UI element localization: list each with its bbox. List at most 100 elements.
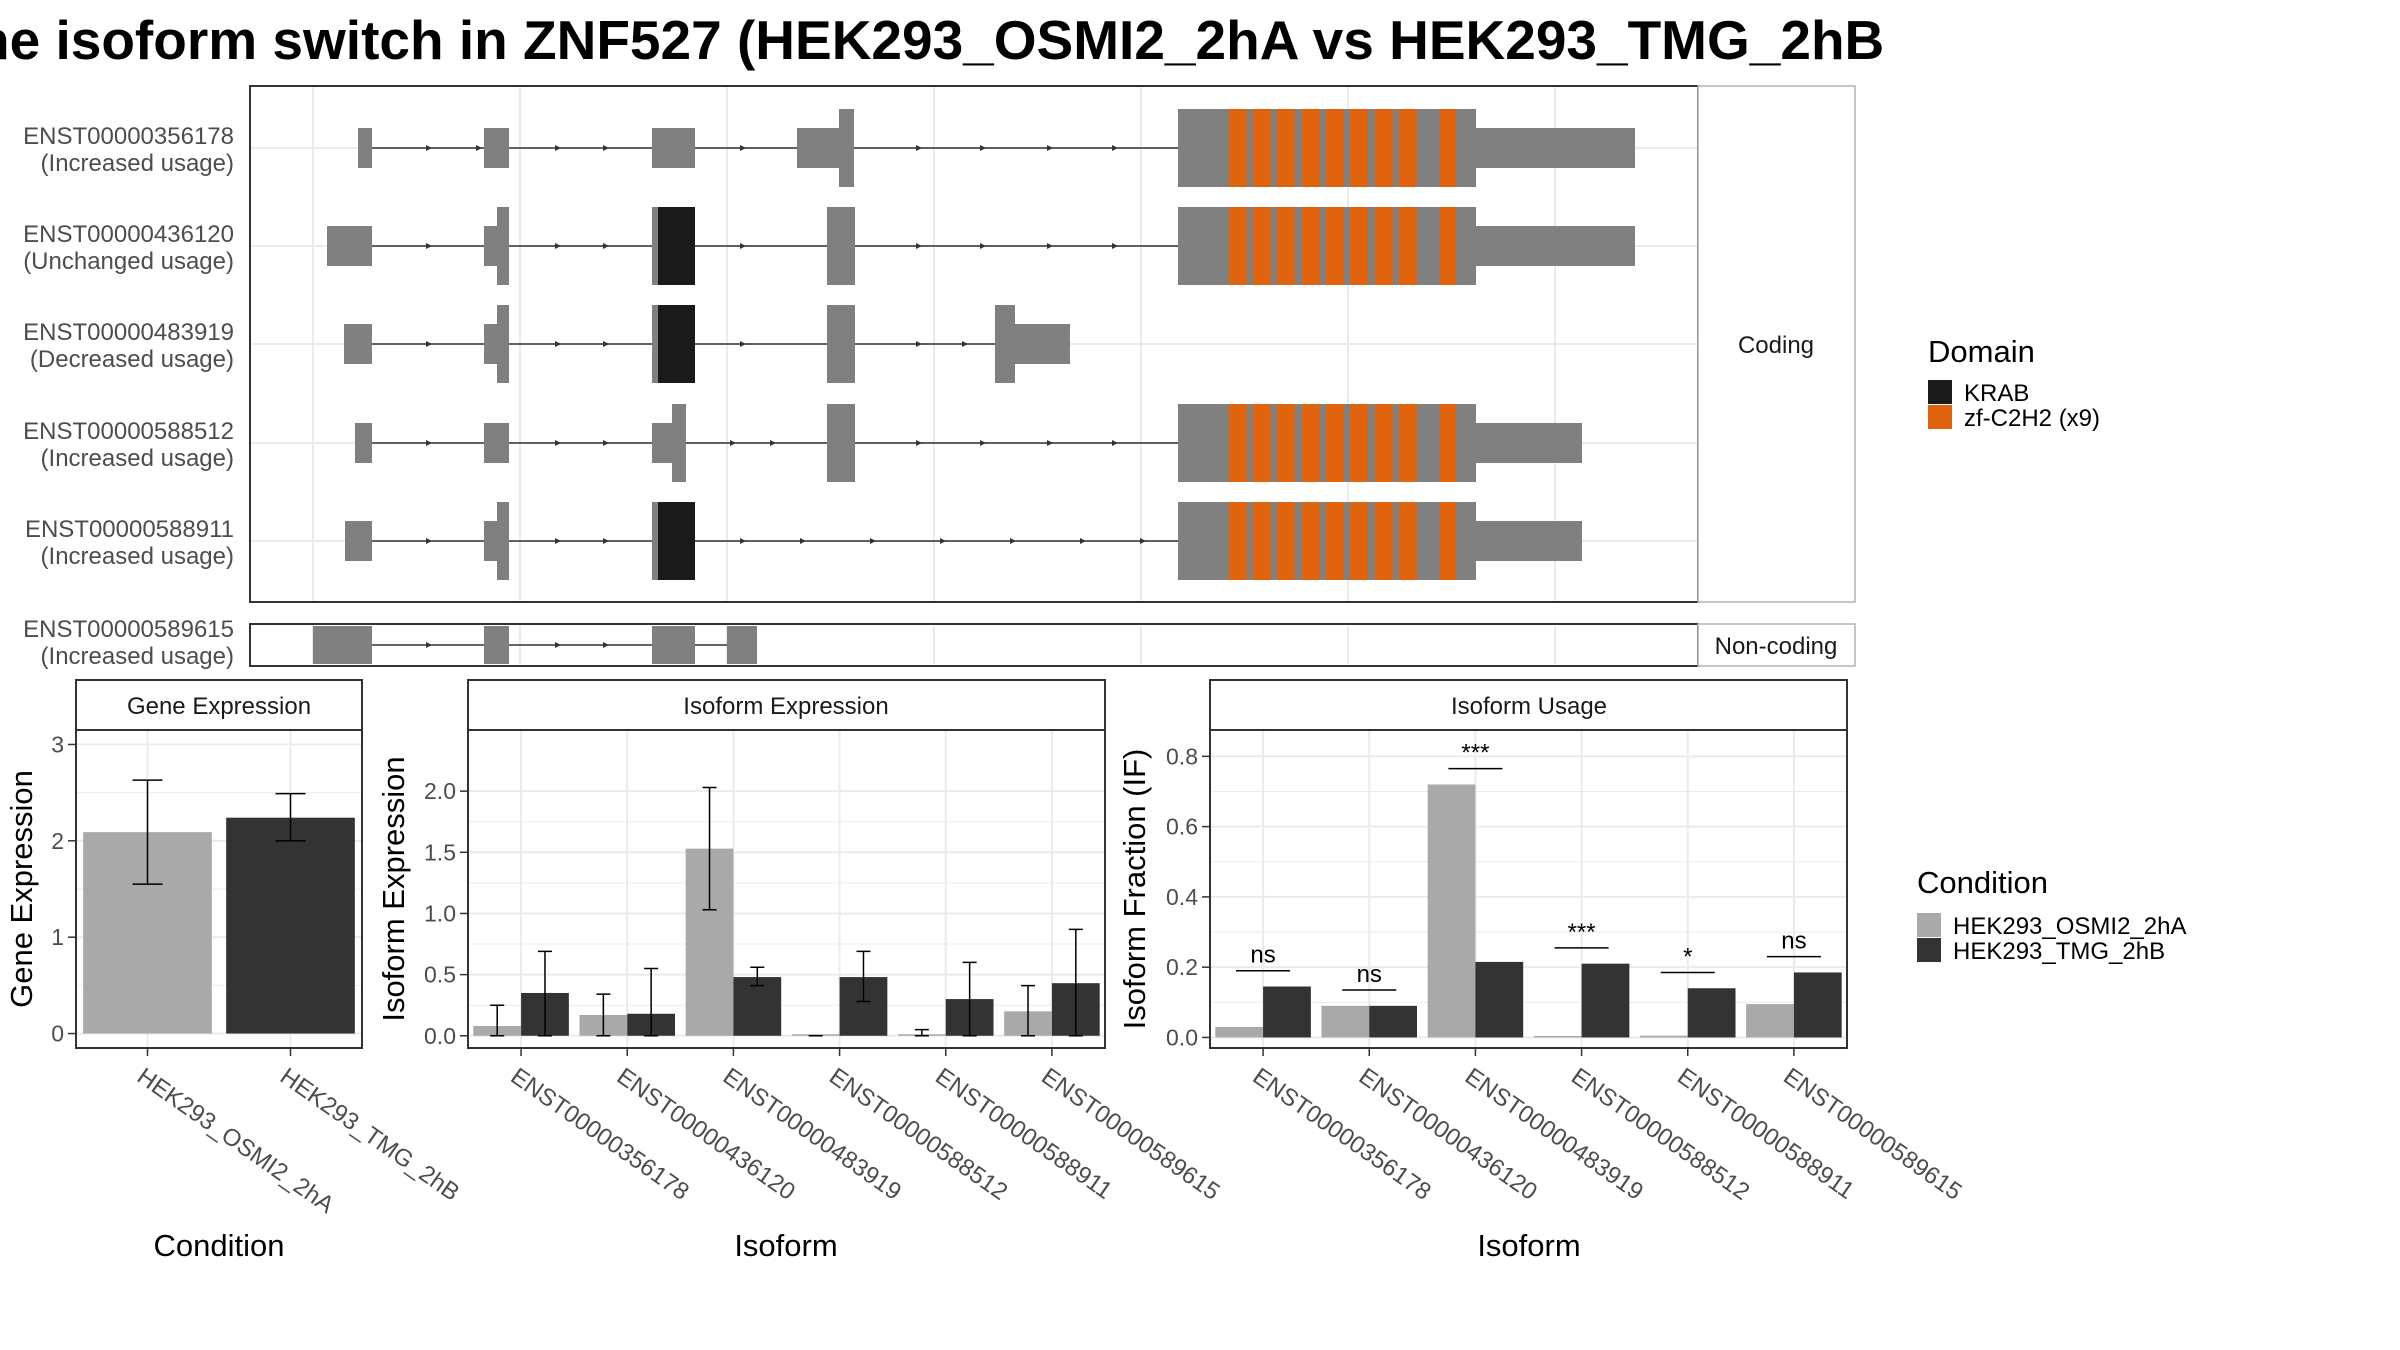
iso-expr-y-axis-title: Isoform Expression: [376, 756, 411, 1021]
iso-usage-strip-title: Isoform Usage: [1451, 693, 1607, 720]
transcript-model-ENST00000483919: [344, 305, 1070, 383]
transcript-usage-2: (Unchanged usage): [23, 248, 234, 275]
transcript-grid: [250, 86, 1698, 664]
gene-expr-y-tick-label: 0: [51, 1021, 64, 1047]
iso-usage-x-tick-label: ENST00000588911: [1672, 1063, 1859, 1205]
page-title: he isoform switch in ZNF527 (HEK293_OSMI…: [0, 9, 1885, 71]
iso-expr-y-tick-label: 2.0: [424, 778, 456, 804]
transcript-id-3: ENST00000483919: [23, 319, 234, 346]
legend-label-cond-b: HEK293_TMG_2hB: [1953, 938, 2165, 965]
iso-expr-error-bar: [644, 967, 659, 1037]
iso-expr-error-bar: [537, 950, 552, 1037]
iso-expr-y-tick-label: 1.0: [424, 900, 456, 926]
iso-expr-strip: [467, 679, 1106, 731]
iso-usage-bar: [1746, 1004, 1794, 1038]
iso-usage-x-axis-title: Isoform: [1477, 1228, 1580, 1263]
iso-usage-bar: [1475, 961, 1524, 1038]
iso-expr-error-bar: [490, 1004, 505, 1037]
legend-label-cond-a: HEK293_OSMI2_2hA: [1953, 913, 2186, 940]
transcript-id-1: ENST00000356178: [23, 123, 234, 150]
transcript-panel: Coding Non-coding ENST00000356178 (Incre…: [23, 85, 1856, 670]
iso-usage-y-tick-label: 0.8: [1166, 743, 1198, 769]
iso-usage-bar: [1215, 1026, 1264, 1038]
transcript-usage-4: (Increased usage): [41, 445, 234, 472]
iso-expr-x-tick-label: ENST00000436120: [612, 1063, 800, 1206]
gene-expr-y-tick-label: 2: [51, 828, 64, 854]
iso-expr-error-bar: [962, 961, 977, 1037]
iso-usage-significance-label: *: [1683, 943, 1692, 970]
iso-expr-strip-title: Isoform Expression: [683, 693, 888, 720]
iso-usage-bar: [1793, 972, 1842, 1038]
iso-expr-bar: [733, 977, 782, 1036]
transcript-id-6: ENST00000589615: [23, 616, 234, 643]
iso-expr-x-axis-title: Isoform: [734, 1228, 837, 1263]
iso-usage-strip: [1209, 679, 1848, 731]
iso-usage-significance-label: ns: [1781, 928, 1806, 955]
iso-usage-significance-label: ns: [1357, 961, 1382, 988]
iso-expr-x-tick-label: ENST00000588911: [930, 1063, 1117, 1205]
transcript-id-2: ENST00000436120: [23, 221, 234, 248]
iso-expr-error-bar: [702, 786, 717, 911]
gene-expr-bar: [226, 817, 355, 1034]
iso-expr-y-tick-label: 0.5: [424, 962, 456, 988]
legend-label-krab: KRAB: [1964, 380, 2029, 407]
iso-usage-significance-label: ***: [1568, 919, 1596, 946]
gene-expr-x-axis-title: Condition: [154, 1228, 285, 1263]
iso-expr-y-tick-label: 0.0: [424, 1023, 456, 1049]
iso-usage-x-tick-label: ENST00000588512: [1566, 1063, 1754, 1206]
iso-expr-x-tick-label: ENST00000356178: [506, 1063, 694, 1206]
transcript-model-ENST00000588911: [345, 502, 1582, 580]
transcript-model-ENST00000589615: [313, 626, 757, 664]
domain-legend-title: Domain: [1928, 334, 2035, 369]
gene-expr-y-axis-title: Gene Expression: [4, 770, 39, 1008]
iso-usage-bar: [1639, 1035, 1688, 1038]
transcript-model-ENST00000588512: [355, 404, 1582, 482]
bar-charts: Gene Expression0123HEK293_OSMI2_2hAHEK29…: [4, 679, 1967, 1263]
iso-usage-bar: [1321, 1005, 1370, 1038]
transcript-usage-1: (Increased usage): [41, 150, 234, 177]
transcript-usage-5: (Increased usage): [41, 543, 234, 570]
iso-expr-x-tick-label: ENST00000483919: [718, 1063, 906, 1206]
legend-key-cond-a: [1917, 913, 1941, 937]
legend-key-zf-c2h2: [1928, 405, 1952, 429]
iso-expr-panel: Isoform Expression 0.0 0.5 1.0 1.5 2.0 ENST000…: [376, 679, 1225, 1263]
transcript-model-ENST00000356178: [358, 109, 1635, 187]
domain-legend: Domain KRAB zf-C2H2 (x9): [1928, 334, 2100, 432]
iso-usage-bar: [1581, 963, 1630, 1038]
gene-expr-error-bar: [132, 779, 163, 885]
iso-usage-x-tick-label: ENST00000356178: [1248, 1063, 1436, 1206]
transcript-model-ENST00000436120: [327, 207, 1635, 285]
iso-expr-error-bar: [856, 950, 871, 1003]
iso-usage-bar: [1263, 986, 1311, 1038]
transcript-id-5: ENST00000588911: [25, 516, 234, 543]
legend-key-krab: [1928, 380, 1952, 404]
iso-expr-x-tick-label: ENST00000589615: [1036, 1063, 1224, 1206]
gene-expr-error-bar: [275, 792, 306, 842]
iso-usage-x-tick-label: ENST00000436120: [1354, 1063, 1542, 1206]
iso-usage-significance-label: ***: [1461, 740, 1489, 767]
iso-usage-bar: [1369, 1005, 1418, 1038]
iso-expr-error-bar: [1068, 928, 1083, 1037]
condition-legend-title: Condition: [1917, 865, 2048, 900]
iso-usage-bar: [1687, 988, 1736, 1038]
iso-usage-y-tick-label: 0.6: [1166, 814, 1198, 840]
iso-usage-y-tick-label: 0.0: [1166, 1024, 1198, 1050]
facet-label-non-coding: Non-coding: [1715, 633, 1838, 660]
iso-usage-x-tick-label: ENST00000483919: [1460, 1063, 1648, 1206]
transcript-usage-6: (Increased usage): [41, 643, 234, 670]
gene-expr-y-tick-label: 3: [51, 731, 64, 757]
iso-usage-significance-label: ns: [1250, 942, 1275, 969]
iso-usage-x-tick-label: ENST00000589615: [1778, 1063, 1966, 1206]
iso-expr-error-bar: [750, 966, 765, 987]
gene-expr-y-tick-label: 1: [51, 924, 64, 950]
iso-usage-y-tick-label: 0.4: [1166, 884, 1198, 910]
condition-legend: Condition HEK293_OSMI2_2hA HEK293_TMG_2h…: [1917, 865, 2186, 965]
gene-expr-strip: [75, 679, 363, 731]
iso-expr-error-bar: [914, 1028, 929, 1037]
transcript-id-4: ENST00000588512: [23, 418, 234, 445]
iso-expr-error-bar: [596, 993, 611, 1037]
facet-label-coding: Coding: [1738, 332, 1814, 359]
legend-key-cond-b: [1917, 938, 1941, 962]
